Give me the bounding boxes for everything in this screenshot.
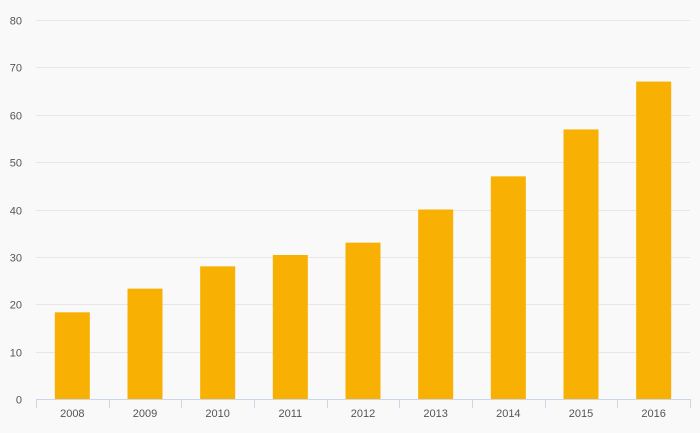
bars (54, 81, 672, 400)
x-tick-label: 2008 (60, 408, 84, 420)
y-tick-label: 10 (10, 348, 22, 360)
x-tick-label: 2014 (496, 408, 520, 420)
y-axis-labels: 0 10 20 30 40 50 60 70 80 (10, 16, 22, 407)
x-tick-label: 2016 (641, 408, 665, 420)
bar-2010[interactable] (200, 266, 236, 399)
y-tick-label: 50 (10, 158, 22, 170)
bar-2009[interactable] (127, 288, 163, 399)
bar-2008[interactable] (54, 312, 90, 399)
y-tick-label: 20 (10, 300, 22, 312)
bar-2011[interactable] (272, 254, 308, 399)
bar-2014[interactable] (490, 176, 526, 399)
x-tick-label: 2009 (133, 408, 157, 420)
y-tick-label: 40 (10, 206, 22, 218)
bar-2015[interactable] (563, 129, 599, 399)
y-tick-label: 80 (10, 16, 22, 28)
bar-2012[interactable] (345, 242, 381, 399)
x-tick-label: 2012 (351, 408, 375, 420)
bar-2013[interactable] (418, 209, 454, 400)
x-axis-labels: 2008 2009 2010 2011 2012 2013 2014 2015 2016 (60, 408, 666, 420)
x-tick-label: 2013 (423, 408, 447, 420)
x-tick-label: 2015 (569, 408, 593, 420)
x-tick-label: 2010 (205, 408, 229, 420)
y-tick-label: 60 (10, 111, 22, 123)
y-tick-label: 70 (10, 63, 22, 75)
x-tick-label: 2011 (279, 408, 303, 420)
y-tick-label: 30 (10, 253, 22, 265)
y-tick-label: 0 (16, 395, 22, 407)
bar-2016[interactable] (636, 81, 672, 399)
x-axis (36, 399, 691, 408)
